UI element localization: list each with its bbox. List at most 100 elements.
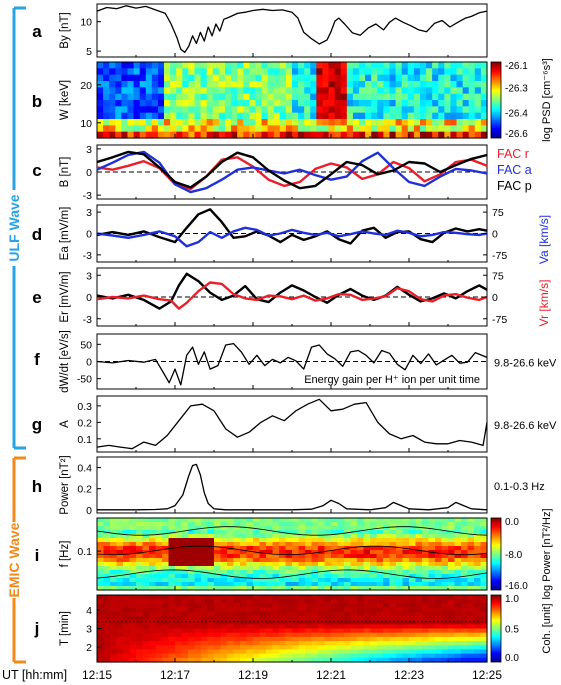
heatmap-cell [298, 574, 306, 579]
heatmap-cell [298, 641, 306, 646]
heatmap-cell [448, 599, 456, 604]
right-tick-label: 75 [492, 207, 504, 219]
heatmap-cell [363, 518, 371, 523]
heatmap-cell [474, 574, 482, 579]
heatmap-cell [419, 131, 427, 139]
heatmap-cell [401, 87, 409, 95]
heatmap-cell [194, 582, 202, 587]
heatmap-cell [448, 558, 456, 563]
heatmap-cell [376, 550, 384, 555]
heatmap-cell [129, 615, 137, 621]
heatmap-cell [188, 615, 196, 621]
heatmap-cell [212, 87, 220, 95]
emic-bracket: EMIC Wave [4, 456, 26, 664]
heatmap-cell [435, 620, 443, 625]
colorbar-tick-label: 1.0 [505, 594, 519, 605]
heatmap-cell [305, 611, 313, 617]
heatmap-cell [311, 562, 319, 567]
heatmap-cell [363, 582, 371, 587]
heatmap-cell [461, 526, 469, 531]
heatmap-cell [246, 595, 254, 600]
heatmap-cell [246, 620, 254, 625]
heatmap-cell [212, 125, 220, 133]
heatmap-cell [182, 87, 189, 95]
heatmap-cell [233, 522, 241, 527]
heatmap-cell [422, 636, 430, 642]
heatmap-cell [145, 131, 153, 139]
heatmap-cell [318, 607, 326, 613]
heatmap-cell [432, 112, 439, 120]
heatmap-cell [151, 131, 159, 139]
heatmap-cell [310, 131, 317, 139]
heatmap-cell [363, 546, 371, 551]
contour-line [96, 526, 488, 536]
heatmap-cell [350, 632, 358, 638]
heatmap-cell [149, 582, 157, 587]
heatmap-cell [337, 570, 345, 575]
heatmap-cell [468, 74, 476, 82]
heatmap-cell [231, 93, 238, 101]
heatmap-cell [322, 68, 330, 76]
heatmap-cell [441, 578, 449, 583]
heatmap-cell [328, 81, 336, 88]
heatmap-cell [376, 582, 384, 587]
heatmap-cell [363, 641, 371, 646]
heatmap-cell [363, 653, 371, 659]
heatmap-cell [188, 125, 196, 133]
heatmap-cell [170, 100, 177, 107]
heatmap-cell [328, 68, 336, 76]
heatmap-cell [220, 595, 228, 600]
heatmap-cell [292, 595, 300, 600]
heatmap-cell [116, 554, 124, 559]
heatmap-cell [298, 607, 306, 613]
heatmap-cell [207, 628, 215, 634]
heatmap-cell [249, 106, 257, 114]
heatmap-cell [121, 125, 129, 133]
heatmap-cell [292, 574, 300, 579]
heatmap-cell [116, 620, 124, 625]
heatmap-cell [305, 538, 313, 543]
heatmap-cell [188, 636, 196, 642]
heatmap-cell [480, 106, 488, 114]
heatmap-cell [435, 657, 443, 663]
heatmap-cell [350, 574, 358, 579]
heatmap-cell [266, 518, 274, 523]
heatmap-cell [201, 518, 209, 523]
legend-fac-r: FAC r [497, 147, 529, 161]
heatmap-cell [194, 578, 202, 583]
heatmap-cell [246, 628, 254, 634]
heatmap-cell [422, 518, 430, 523]
heatmap-cell [357, 636, 365, 642]
heatmap-cell [259, 582, 267, 587]
heatmap-cell [103, 641, 111, 646]
heatmap-cell [334, 68, 342, 76]
heatmap-cell [218, 93, 226, 101]
heatmap-cell [233, 570, 241, 575]
heatmap-cell [409, 599, 417, 604]
heatmap-cell [352, 62, 360, 69]
heatmap-cell [480, 526, 488, 531]
heatmap-cell [428, 578, 436, 583]
heatmap-cell [441, 603, 449, 609]
heatmap-cell [207, 566, 215, 571]
heatmap-cell [389, 74, 397, 82]
heatmap-cell [237, 125, 244, 133]
heatmap-cell [350, 566, 358, 571]
heatmap-cell [149, 542, 157, 547]
heatmap-cell [322, 112, 330, 120]
heatmap-cell [279, 562, 287, 567]
heatmap-cell [233, 653, 241, 659]
heatmap-cell [206, 62, 214, 69]
heatmap-cell [389, 628, 397, 634]
heatmap-cell [176, 81, 183, 88]
heatmap-cell [103, 106, 110, 114]
heatmap-cell [422, 554, 430, 559]
heatmap-cell [305, 554, 313, 559]
heatmap-cell [444, 106, 452, 114]
heatmap-cell [340, 106, 348, 114]
heatmap-cell [255, 62, 263, 69]
heatmap-cell [331, 542, 339, 547]
heatmap-cell [136, 645, 144, 651]
heatmap-cell [337, 530, 345, 535]
